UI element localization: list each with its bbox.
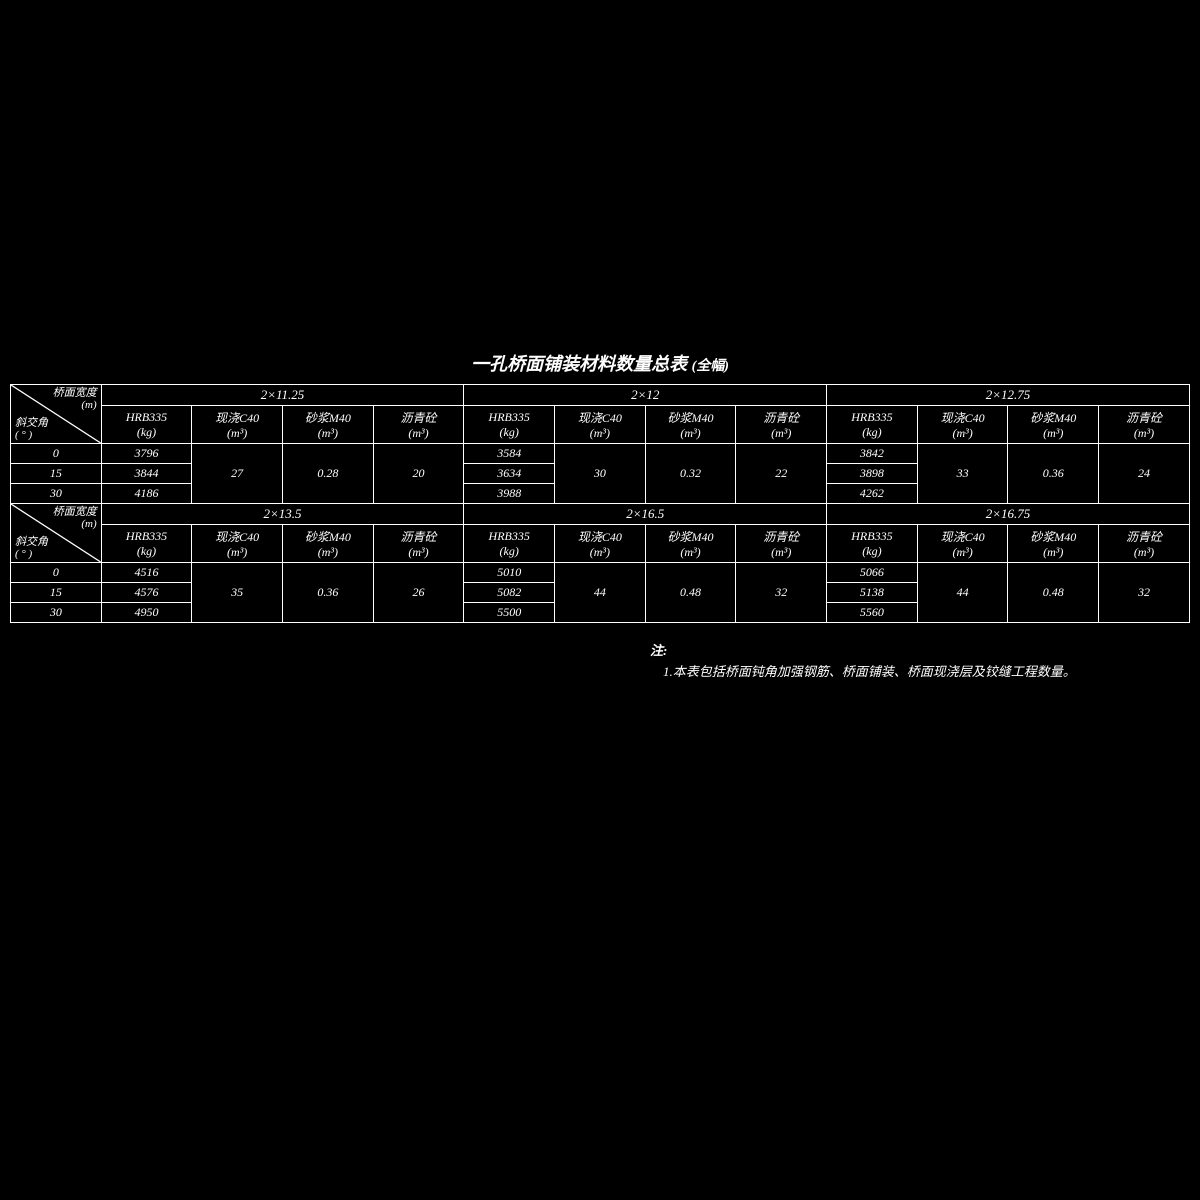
data-cell: 4576 (101, 583, 192, 603)
data-cell: 0.36 (1008, 444, 1099, 504)
angle-cell: 30 (11, 484, 102, 504)
col-header: 砂浆M40(m³) (1008, 406, 1099, 444)
data-cell: 27 (192, 444, 283, 504)
width-header: 2×11.25 (101, 385, 464, 406)
data-cell: 3844 (101, 464, 192, 484)
data-cell: 0.28 (283, 444, 374, 504)
data-cell: 22 (736, 444, 827, 504)
col-header: 砂浆M40(m³) (283, 525, 374, 563)
data-cell: 3898 (827, 464, 918, 484)
data-cell: 4186 (101, 484, 192, 504)
col-header: 现浇C40(m³) (555, 406, 646, 444)
data-cell: 3584 (464, 444, 555, 464)
col-header: 砂浆M40(m³) (645, 406, 736, 444)
data-cell: 3796 (101, 444, 192, 464)
diag-header-upper: 桥面宽度(m) 斜交角( ° ) (11, 385, 102, 444)
note-block: 注: 1.本表包括桥面钝角加强钢筋、桥面铺装、桥面现浇层及铰缝工程数量。 (10, 641, 1190, 683)
diag-header-lower: 桥面宽度(m) 斜交角( ° ) (11, 504, 102, 563)
data-cell: 5560 (827, 603, 918, 623)
col-header: 沥青砼(m³) (736, 525, 827, 563)
title-main: 一孔桥面铺装材料数量总表 (471, 354, 687, 374)
data-cell: 20 (373, 444, 464, 504)
data-cell: 30 (555, 444, 646, 504)
data-cell: 26 (373, 563, 464, 623)
table-row: 0 4516 35 0.36 26 5010 44 0.48 32 5066 4… (11, 563, 1190, 583)
data-cell: 3988 (464, 484, 555, 504)
angle-cell: 30 (11, 603, 102, 623)
col-header: 现浇C40(m³) (917, 525, 1008, 563)
col-header: 现浇C40(m³) (917, 406, 1008, 444)
col-header: HRB335(kg) (827, 525, 918, 563)
data-cell: 33 (917, 444, 1008, 504)
angle-cell: 0 (11, 444, 102, 464)
col-header: HRB335(kg) (101, 525, 192, 563)
data-cell: 35 (192, 563, 283, 623)
width-header: 2×16.5 (464, 504, 827, 525)
data-cell: 5010 (464, 563, 555, 583)
note-label: 注: (650, 643, 667, 658)
data-cell: 3634 (464, 464, 555, 484)
table-row: 0 3796 27 0.28 20 3584 30 0.32 22 3842 3… (11, 444, 1190, 464)
angle-cell: 0 (11, 563, 102, 583)
col-header: 现浇C40(m³) (555, 525, 646, 563)
data-cell: 4262 (827, 484, 918, 504)
col-header: 沥青砼(m³) (1099, 525, 1190, 563)
data-cell: 5500 (464, 603, 555, 623)
data-cell: 32 (1099, 563, 1190, 623)
col-header: 现浇C40(m³) (192, 525, 283, 563)
col-header: HRB335(kg) (101, 406, 192, 444)
col-header: 现浇C40(m³) (192, 406, 283, 444)
materials-table: 桥面宽度(m) 斜交角( ° ) 2×11.25 2×12 2×12.75 HR… (10, 384, 1190, 623)
note-text: 1.本表包括桥面钝角加强钢筋、桥面铺装、桥面现浇层及铰缝工程数量。 (663, 664, 1076, 679)
col-header: 沥青砼(m³) (373, 406, 464, 444)
col-header: 沥青砼(m³) (373, 525, 464, 563)
title-sub: (全幅) (692, 359, 729, 374)
data-cell: 5082 (464, 583, 555, 603)
col-header: 砂浆M40(m³) (283, 406, 374, 444)
col-header: 砂浆M40(m³) (1008, 525, 1099, 563)
data-cell: 4516 (101, 563, 192, 583)
col-header: 沥青砼(m³) (1099, 406, 1190, 444)
col-header: 砂浆M40(m³) (645, 525, 736, 563)
data-cell: 32 (736, 563, 827, 623)
col-header: HRB335(kg) (464, 525, 555, 563)
data-cell: 44 (555, 563, 646, 623)
width-header: 2×16.75 (827, 504, 1190, 525)
data-cell: 3842 (827, 444, 918, 464)
data-cell: 0.48 (1008, 563, 1099, 623)
data-cell: 0.36 (283, 563, 374, 623)
width-header: 2×13.5 (101, 504, 464, 525)
col-header: 沥青砼(m³) (736, 406, 827, 444)
data-cell: 5138 (827, 583, 918, 603)
data-cell: 5066 (827, 563, 918, 583)
data-cell: 44 (917, 563, 1008, 623)
angle-cell: 15 (11, 583, 102, 603)
data-cell: 24 (1099, 444, 1190, 504)
data-cell: 4950 (101, 603, 192, 623)
angle-cell: 15 (11, 464, 102, 484)
col-header: HRB335(kg) (464, 406, 555, 444)
data-cell: 0.32 (645, 444, 736, 504)
data-cell: 0.48 (645, 563, 736, 623)
width-header: 2×12 (464, 385, 827, 406)
page-title: 一孔桥面铺装材料数量总表 (全幅) (10, 350, 1190, 376)
col-header: HRB335(kg) (827, 406, 918, 444)
width-header: 2×12.75 (827, 385, 1190, 406)
